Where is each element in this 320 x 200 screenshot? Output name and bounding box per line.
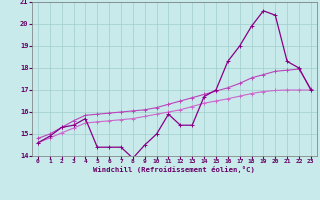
- X-axis label: Windchill (Refroidissement éolien,°C): Windchill (Refroidissement éolien,°C): [93, 166, 255, 173]
